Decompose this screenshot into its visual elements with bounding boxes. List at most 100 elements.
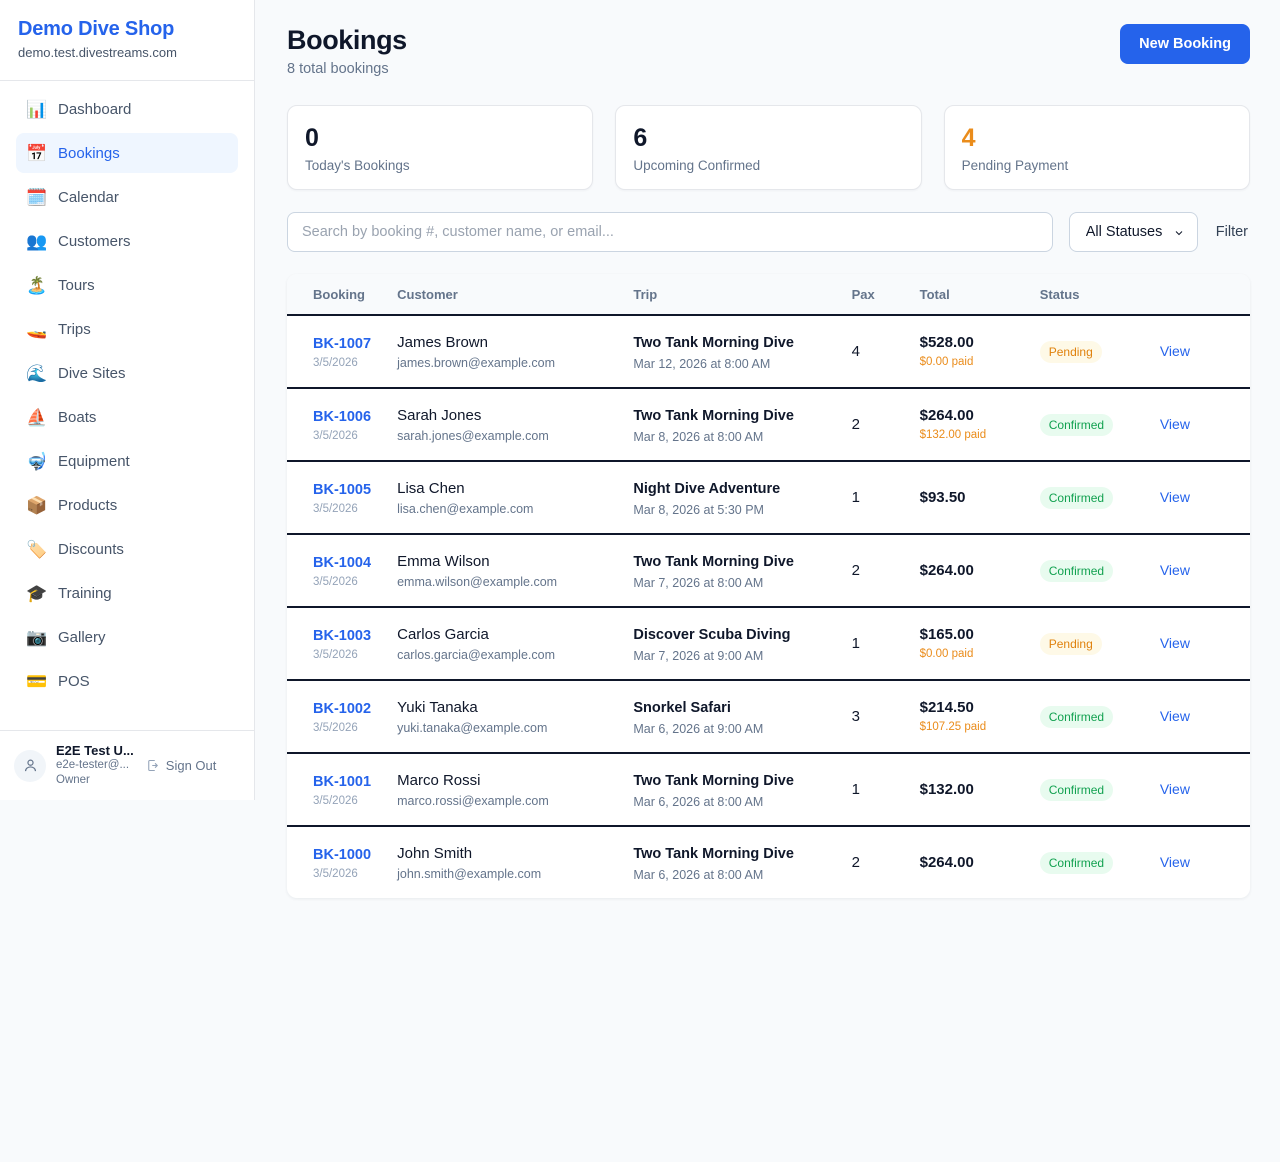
trip-name: Two Tank Morning Dive (633, 773, 794, 789)
customer-name: John Smith (397, 845, 473, 862)
sidebar-item-calendar[interactable]: 🗓️ Calendar (16, 177, 238, 217)
booking-id-link[interactable]: BK-1002 (313, 701, 372, 717)
table-row: BK-1004 3/5/2026 Emma Wilson emma.wilson@ex… (287, 534, 1250, 607)
booking-id-link[interactable]: BK-1001 (313, 774, 372, 790)
sidebar-item-dashboard[interactable]: 📊 Dashboard (16, 89, 238, 129)
total-amount: $132.00 (919, 780, 974, 798)
trip-name: Snorkel Safari (633, 700, 731, 716)
stat-card: 4 Pending Payment (943, 105, 1250, 190)
page-subtitle: 8 total bookings (287, 61, 389, 77)
filter-button[interactable]: Filter (1215, 224, 1248, 240)
sidebar-item-equipment[interactable]: 🤿 Equipment (16, 441, 238, 481)
column-header: Customer (397, 274, 634, 316)
sidebar-item-trips[interactable]: 🚤 Trips (16, 309, 238, 349)
trip-date: Mar 12, 2026 at 8:00 AM (633, 357, 771, 371)
cell-action: View (1160, 461, 1250, 534)
sidebar-item-gallery[interactable]: 📷 Gallery (16, 617, 238, 657)
credit-card-icon: 💳 (26, 671, 48, 691)
table-head: Booking Customer Trip Pax Total Status (287, 274, 1250, 316)
customer-email: carlos.garcia@example.com (397, 648, 555, 662)
sidebar-item-label: Dashboard (58, 100, 132, 118)
status-badge: Confirmed (1039, 486, 1114, 509)
view-link[interactable]: View (1159, 780, 1190, 797)
cell-status: Confirmed (1039, 388, 1160, 461)
search-input[interactable] (287, 212, 1053, 252)
new-booking-button[interactable]: New Booking (1120, 24, 1250, 64)
stat-value: 6 (633, 124, 648, 152)
cell-total: $165.00 $0.00 paid (920, 607, 1040, 680)
cell-status: Confirmed (1039, 826, 1160, 898)
graduation-cap-icon: 🎓 (26, 583, 48, 603)
sidebar-item-pos[interactable]: 💳 POS (16, 661, 238, 701)
cell-status: Confirmed (1039, 461, 1160, 534)
status-filter-select[interactable]: All Statuses (1068, 212, 1198, 252)
amount-paid: $107.25 paid (919, 721, 987, 733)
cell-action: View (1160, 753, 1250, 826)
view-link[interactable]: View (1159, 342, 1190, 359)
customer-name: Lisa Chen (397, 480, 465, 497)
sign-out-button[interactable]: Sign Out (146, 758, 216, 773)
cell-customer: Lisa Chen lisa.chen@example.com (397, 461, 633, 534)
cell-trip: Two Tank Morning Dive Mar 7, 2026 at 8:00… (633, 534, 851, 607)
column-header: Booking (287, 274, 398, 316)
booking-id-link[interactable]: BK-1006 (313, 409, 372, 425)
customer-name: Emma Wilson (397, 553, 490, 570)
sidebar-item-label: Tours (58, 276, 95, 294)
booking-date: 3/5/2026 (313, 795, 358, 807)
cell-booking: BK-1002 3/5/2026 (287, 680, 397, 753)
sidebar-item-dive-sites[interactable]: 🌊 Dive Sites (16, 353, 238, 393)
sidebar-item-bookings[interactable]: 📅 Bookings (16, 133, 238, 173)
view-link[interactable]: View (1159, 853, 1190, 870)
sidebar-item-label: Equipment (58, 452, 130, 470)
customer-email: john.smith@example.com (397, 867, 542, 881)
sidebar-item-discounts[interactable]: 🏷️ Discounts (16, 529, 238, 569)
booking-id-link[interactable]: BK-1003 (313, 628, 372, 644)
trip-date: Mar 8, 2026 at 5:30 PM (633, 503, 764, 517)
booking-id-link[interactable]: BK-1000 (313, 847, 372, 863)
trip-date: Mar 8, 2026 at 8:00 AM (633, 430, 764, 444)
cell-customer: Carlos Garcia carlos.garcia@example.com (397, 607, 633, 680)
table-row: BK-1001 3/5/2026 Marco Rossi marco.rossi@ex… (287, 753, 1250, 826)
cell-action: View (1160, 826, 1250, 898)
view-link[interactable]: View (1159, 634, 1190, 651)
main-content: Bookings 8 total bookings New Booking 0 T… (255, 0, 1280, 1162)
status-badge: Confirmed (1039, 559, 1114, 582)
table-row: BK-1000 3/5/2026 John Smith john.smith@exam… (287, 826, 1250, 898)
total-amount: $264.00 (919, 407, 974, 424)
speedboat-icon: 🚤 (26, 319, 48, 339)
booking-date: 3/5/2026 (313, 357, 358, 369)
view-link[interactable]: View (1159, 561, 1190, 578)
cell-status: Pending (1039, 315, 1160, 388)
cell-total: $264.00 (920, 826, 1040, 898)
cell-pax: 1 (851, 781, 860, 798)
user-name: E2E Test U... (56, 743, 134, 758)
cell-total: $264.00 (920, 534, 1040, 607)
page-header-text: Bookings 8 total bookings (287, 24, 407, 77)
customer-name: Carlos Garcia (397, 626, 489, 643)
cell-trip: Two Tank Morning Dive Mar 8, 2026 at 8:00… (633, 388, 851, 461)
cell-booking: BK-1007 3/5/2026 (287, 315, 397, 388)
cell-pax: 1 (851, 489, 860, 506)
cell-trip: Night Dive Adventure Mar 8, 2026 at 5:30 … (633, 461, 851, 534)
sidebar-item-products[interactable]: 📦 Products (16, 485, 238, 525)
cell-pax: 4 (851, 343, 860, 360)
trip-name: Night Dive Adventure (633, 481, 781, 497)
stat-card: 6 Upcoming Confirmed (615, 105, 922, 190)
column-header (1159, 274, 1250, 316)
page-title: Bookings (287, 25, 407, 55)
booking-id-link[interactable]: BK-1004 (313, 555, 372, 571)
cell-total: $214.50 $107.25 paid (920, 680, 1040, 753)
stat-value: 0 (305, 124, 319, 152)
view-link[interactable]: View (1159, 488, 1190, 505)
sidebar-item-boats[interactable]: ⛵ Boats (16, 397, 238, 437)
sidebar-item-customers[interactable]: 👥 Customers (16, 221, 238, 261)
view-link[interactable]: View (1159, 415, 1190, 432)
view-link[interactable]: View (1159, 707, 1190, 724)
sidebar-item-tours[interactable]: 🏝️ Tours (16, 265, 238, 305)
booking-date: 3/5/2026 (313, 868, 358, 880)
customer-name: Sarah Jones (397, 407, 482, 424)
booking-id-link[interactable]: BK-1005 (313, 482, 372, 498)
booking-id-link[interactable]: BK-1007 (313, 336, 372, 352)
sidebar-item-training[interactable]: 🎓 Training (16, 573, 238, 613)
package-icon: 📦 (26, 495, 48, 515)
